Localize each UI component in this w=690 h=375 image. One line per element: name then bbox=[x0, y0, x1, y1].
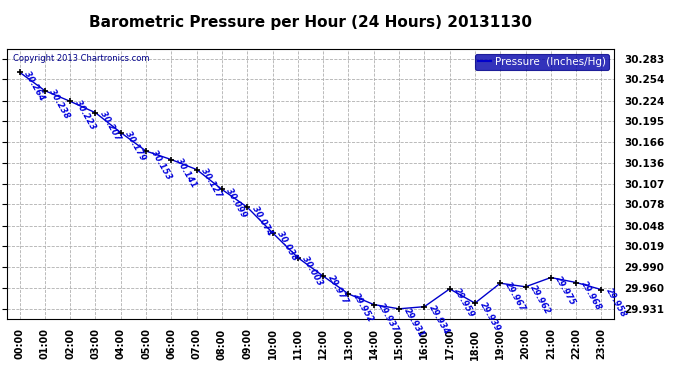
Text: 30.003: 30.003 bbox=[301, 255, 325, 288]
Text: 29.937: 29.937 bbox=[377, 302, 401, 334]
Text: 30.099: 30.099 bbox=[225, 187, 249, 219]
Text: Copyright 2013 Chartronics.com: Copyright 2013 Chartronics.com bbox=[13, 54, 150, 63]
Text: 30.179: 30.179 bbox=[124, 130, 148, 162]
Text: 30.141: 30.141 bbox=[174, 157, 198, 189]
Legend: Pressure  (Inches/Hg): Pressure (Inches/Hg) bbox=[475, 54, 609, 70]
Text: 29.931: 29.931 bbox=[402, 306, 426, 339]
Text: Barometric Pressure per Hour (24 Hours) 20131130: Barometric Pressure per Hour (24 Hours) … bbox=[89, 15, 532, 30]
Text: 29.968: 29.968 bbox=[579, 280, 603, 312]
Text: 30.038: 30.038 bbox=[275, 230, 299, 262]
Text: 30.207: 30.207 bbox=[98, 110, 122, 142]
Text: 29.958: 29.958 bbox=[604, 287, 629, 320]
Text: 29.977: 29.977 bbox=[326, 273, 350, 306]
Text: 29.967: 29.967 bbox=[503, 280, 527, 313]
Text: 29.962: 29.962 bbox=[529, 284, 553, 316]
Text: 29.959: 29.959 bbox=[453, 286, 477, 319]
Text: 29.975: 29.975 bbox=[553, 275, 578, 308]
Text: 30.074: 30.074 bbox=[250, 204, 274, 237]
Text: 30.127: 30.127 bbox=[199, 167, 224, 200]
Text: 30.223: 30.223 bbox=[73, 99, 97, 131]
Text: 29.934: 29.934 bbox=[427, 304, 451, 336]
Text: 30.238: 30.238 bbox=[48, 88, 72, 120]
Text: 30.153: 30.153 bbox=[149, 148, 173, 181]
Text: 29.952: 29.952 bbox=[351, 291, 375, 324]
Text: 30.264: 30.264 bbox=[22, 69, 46, 102]
Text: 29.939: 29.939 bbox=[477, 300, 502, 333]
